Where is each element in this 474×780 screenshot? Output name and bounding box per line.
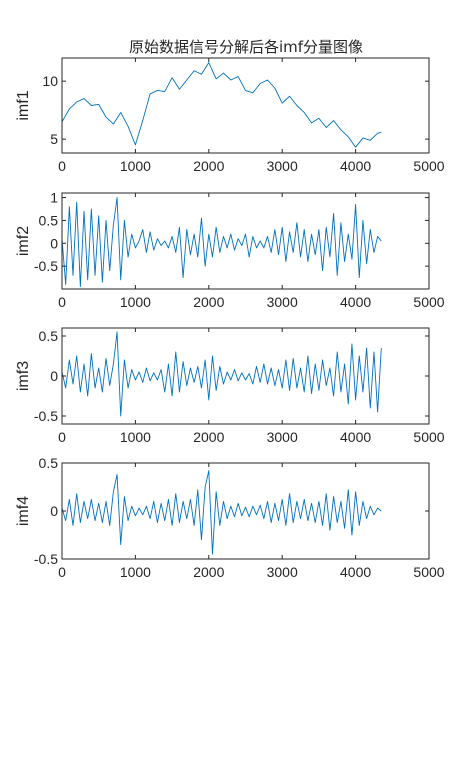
x-tick-label: 1000 — [120, 429, 151, 445]
y-axis-label: imf3 — [15, 361, 32, 391]
y-tick-label: -0.5 — [34, 258, 58, 274]
y-tick-label: 0.5 — [39, 455, 59, 471]
y-tick-label: -0.5 — [34, 551, 58, 567]
y-tick-label: 0 — [50, 368, 58, 384]
subplot-1: 0 1000 2000 3000 4000 5000 5 10 imf1 — [15, 57, 445, 174]
x-tick-label: 0 — [58, 158, 66, 174]
axes-frame — [61, 57, 430, 154]
x-tick-label: 0 — [58, 564, 66, 580]
x-tick-label: 4000 — [340, 564, 371, 580]
y-axis-label: imf2 — [15, 226, 32, 256]
series-line-imf1 — [62, 62, 382, 148]
y-tick-label: 0.5 — [39, 328, 59, 344]
series-line-imf3 — [62, 331, 382, 417]
series-line-imf4 — [62, 470, 382, 555]
y-tick-label: 0 — [50, 235, 58, 251]
x-tick-label: 2000 — [193, 564, 224, 580]
x-tick-label: 3000 — [267, 158, 298, 174]
y-axis-label: imf1 — [15, 90, 32, 120]
x-tick-label: 2000 — [193, 158, 224, 174]
figure-title: 原始数据信号分解后各imf分量图像 — [129, 38, 363, 56]
x-tick-label: 0 — [58, 429, 66, 445]
x-tick-label: 1000 — [120, 564, 151, 580]
x-tick-label: 4000 — [340, 429, 371, 445]
y-tick-label: 5 — [50, 131, 58, 147]
x-tick-label: 4000 — [340, 158, 371, 174]
y-tick-label: 10 — [42, 73, 58, 89]
y-tick-label: 0 — [50, 503, 58, 519]
x-tick-label: 5000 — [413, 294, 444, 310]
y-tick-label: 1 — [50, 190, 58, 206]
x-tick-label: 2000 — [193, 294, 224, 310]
y-axis-label: imf4 — [15, 496, 32, 526]
x-tick-label: 3000 — [267, 294, 298, 310]
x-tick-label: 2000 — [193, 429, 224, 445]
x-tick-label: 4000 — [340, 294, 371, 310]
x-tick-label: 0 — [58, 294, 66, 310]
series-line-imf2 — [62, 197, 382, 288]
x-tick-label: 5000 — [413, 429, 444, 445]
x-tick-label: 5000 — [413, 564, 444, 580]
x-tick-label: 5000 — [413, 158, 444, 174]
axes-frame — [61, 192, 430, 290]
x-tick-label: 1000 — [120, 158, 151, 174]
x-tick-label: 3000 — [267, 564, 298, 580]
x-tick-label: 1000 — [120, 294, 151, 310]
y-tick-label: 0.5 — [39, 212, 59, 228]
y-tick-label: -0.5 — [34, 408, 58, 424]
x-tick-label: 3000 — [267, 429, 298, 445]
